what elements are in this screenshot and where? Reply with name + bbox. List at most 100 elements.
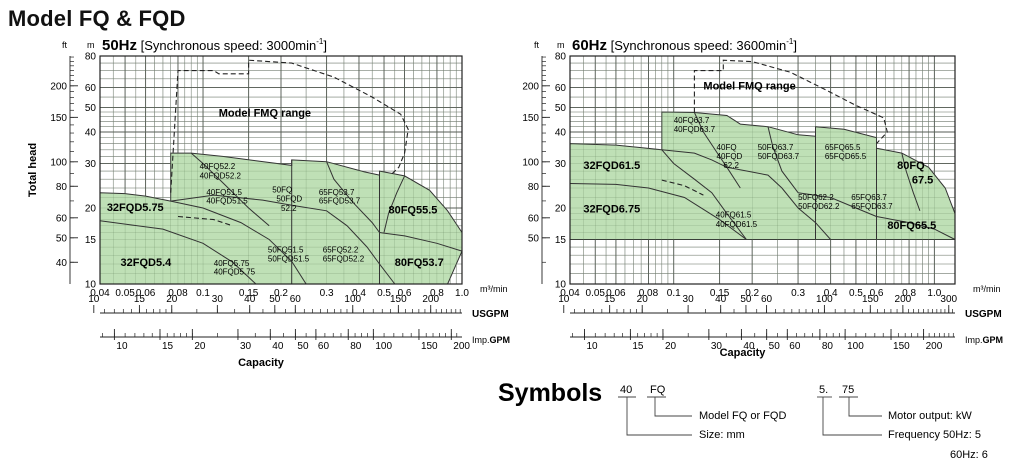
x-unit-label: m³/min	[973, 284, 1001, 294]
model-boundary	[190, 152, 270, 227]
ft-tick-label: 80	[56, 182, 68, 193]
m-tick-label: 50	[555, 103, 567, 114]
imp-tick-label: 15	[162, 341, 174, 352]
ft-tick-label: 150	[522, 113, 539, 124]
ft-tick-label: 80	[528, 182, 540, 193]
m-tick-label: 20	[555, 204, 567, 215]
imp-tick-label: 100	[375, 341, 392, 352]
x-tick-label: 0.04	[560, 288, 580, 299]
model-label: 40FQ5.75	[214, 259, 250, 268]
x-tick-label: 0.6	[398, 288, 412, 299]
size-code: 40	[620, 384, 632, 396]
model-label: 65FQD65.5	[825, 152, 867, 161]
imp-tick-label: 50	[769, 341, 781, 352]
fmq-range-label: Model FMQ range	[703, 80, 795, 92]
x-tick-label: 0.15	[710, 288, 730, 299]
imp-tick-label: 100	[847, 341, 864, 352]
model-label: 52.2	[281, 204, 297, 213]
x-axis-label: Capacity	[238, 357, 285, 369]
imp-tick-label: 80	[350, 341, 362, 352]
model-label: 62.2	[723, 161, 739, 170]
x-axis-label: Capacity	[720, 347, 767, 359]
m-tick-label: 80	[555, 52, 567, 63]
x-tick-label: 0.5	[377, 288, 391, 299]
imp-tick-label: 50	[297, 341, 309, 352]
unit-ft: ft	[534, 40, 540, 50]
ft-tick-label: 60	[56, 213, 68, 224]
title-speed: [Synchronous speed: 3600min	[607, 38, 786, 53]
chart-60hz: Model FMQ range 32FQD61.5 32FQD6.75 40FQ63.…	[510, 37, 1003, 359]
imp-gpm-label: Imp.GPM	[965, 335, 1003, 345]
usgpm-label: USGPM	[965, 309, 1002, 320]
model-boundary	[383, 175, 406, 233]
symbols-title: Symbols	[498, 379, 602, 407]
usgpm-tick-label: 150	[390, 294, 407, 305]
m-tick-label: 80	[85, 52, 97, 63]
unit-ft: ft	[62, 40, 68, 50]
model-label: 50FQD63.7	[758, 152, 800, 161]
model-label: 50FQ63.7	[758, 143, 794, 152]
usgpm-tick-label: 300	[940, 294, 957, 305]
usgpm-tick-label: 50	[269, 294, 281, 305]
m-tick-label: 50	[85, 103, 97, 114]
x-tick-label: 0.8	[902, 288, 916, 299]
x-tick-label: 0.4	[824, 288, 838, 299]
model-boundary	[326, 161, 380, 233]
usgpm-tick-label: 30	[683, 294, 695, 305]
usgpm-tick-label: 10	[558, 294, 570, 305]
title-frequency: 50Hz	[102, 37, 137, 54]
ft-tick-label: 50	[528, 233, 540, 244]
model-code: FQ	[650, 384, 666, 396]
model-boundary	[901, 152, 921, 211]
usgpm-tick-label: 200	[422, 294, 439, 305]
motor-desc: Motor output: kW	[888, 410, 972, 422]
x-tick-label: 0.08	[639, 288, 659, 299]
plot-frame	[99, 55, 463, 285]
model-label: 50FQ51.5	[268, 246, 304, 255]
title-speed: [Synchronous speed: 3000min	[137, 38, 316, 53]
model-label: 65FQD63.7	[851, 202, 893, 211]
model-label: 40FQ52.2	[200, 162, 236, 171]
m-tick-label: 15	[555, 235, 567, 246]
imp-tick-label: 20	[194, 341, 206, 352]
model-label: 65FQ52.2	[323, 246, 359, 255]
imp-tick-label: 20	[665, 341, 677, 352]
symbols-legend: Symbols 40 FQ Model FQ or FQD Size: mm 5…	[498, 379, 988, 461]
model-label: 80FQ53.7	[395, 257, 444, 269]
model-label: 50FQ62.2	[798, 193, 834, 202]
freq-desc: Frequency 50Hz: 5	[888, 429, 981, 441]
imp-tick-label: 60	[318, 341, 330, 352]
imp-prefix: Imp.	[472, 335, 490, 345]
title-bracket: ]	[793, 38, 797, 53]
model-label: 32FQD6.75	[583, 203, 640, 215]
model-boundary	[99, 220, 257, 285]
x-tick-label: 0.3	[320, 288, 334, 299]
m-tick-label: 30	[555, 159, 567, 170]
title-bracket: ]	[323, 38, 327, 53]
title-superscript: -1	[316, 37, 324, 46]
x-tick-label: 0.2	[745, 288, 759, 299]
x-tick-label: 0.05	[586, 288, 606, 299]
imp-tick-label: 10	[586, 341, 598, 352]
x-tick-label: 0.6	[870, 288, 884, 299]
model-label: 65FQ53.7	[319, 188, 355, 197]
model-label: 40FQD51.5	[206, 197, 248, 206]
m-tick-label: 60	[85, 83, 97, 94]
chart-50hz: Model FMQ range 32FQD5.75 32FQD5.4 40FQ52.2…	[27, 37, 510, 369]
x-tick-label: 0.3	[791, 288, 805, 299]
usgpm-tick-label: 150	[862, 294, 879, 305]
model-label: 40FQ63.7	[674, 116, 710, 125]
size-desc: Size: mm	[699, 429, 745, 441]
page-title: Model FQ & FQD	[8, 6, 186, 31]
model-label: 50FQD62.2	[798, 202, 840, 211]
m-tick-label: 10	[85, 280, 97, 291]
x-tick-label: 0.08	[168, 288, 188, 299]
model-boundary	[379, 232, 463, 252]
y-axis-label: Total head	[27, 143, 39, 197]
imp-tick-label: 200	[453, 341, 470, 352]
m-tick-label: 40	[85, 128, 97, 139]
ft-tick-label: 100	[50, 157, 67, 168]
usgpm-tick-label: 100	[344, 294, 361, 305]
title-superscript: -1	[786, 37, 794, 46]
usgpm-tick-label: 15	[604, 294, 616, 305]
